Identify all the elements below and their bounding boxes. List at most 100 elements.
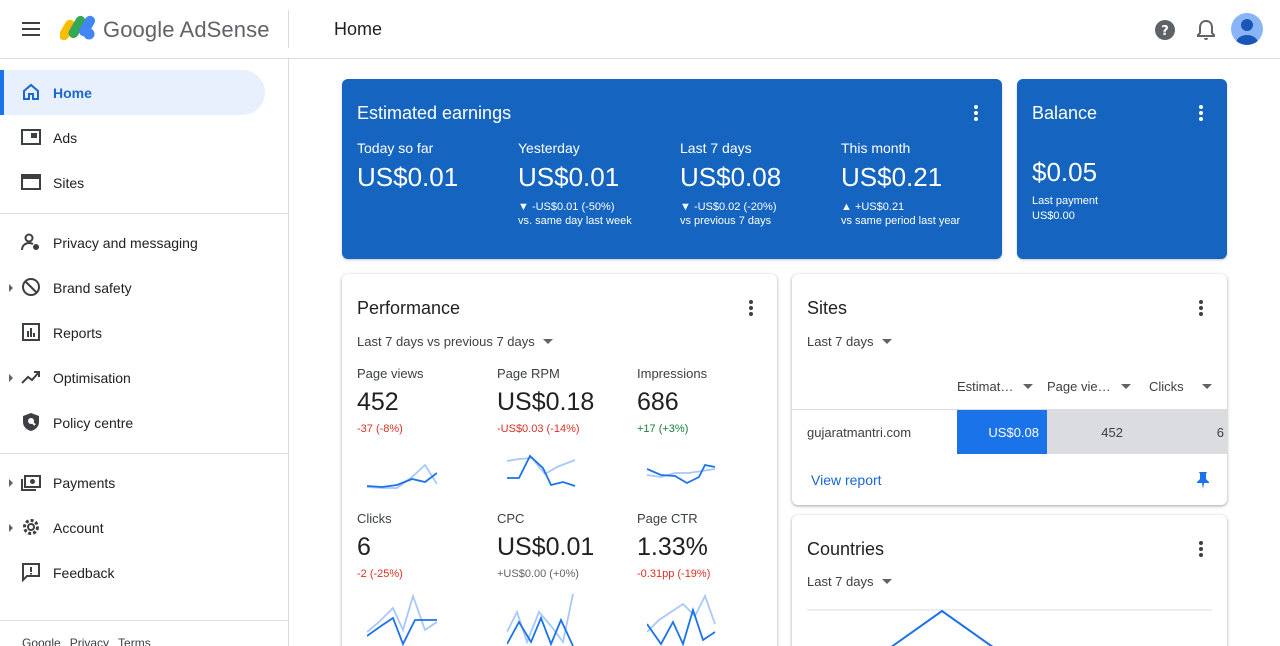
metric-label: Clicks <box>357 511 392 526</box>
more-options-icon[interactable] <box>1199 105 1203 121</box>
sidebar-item-home[interactable]: Home <box>0 70 265 115</box>
expand-caret-icon[interactable] <box>9 479 13 487</box>
earnings-label: This month <box>841 140 911 156</box>
sparkline-impressions <box>647 463 716 485</box>
sparkline-current <box>647 463 716 485</box>
metric-page-rpm[interactable]: Page RPM US$0.18 -US$0.03 (-14%) <box>497 366 627 435</box>
sidebar-item-optimisation[interactable]: Optimisation <box>0 355 265 400</box>
more-options-icon[interactable] <box>1199 541 1203 557</box>
metric-change: -US$0.03 (-14%) <box>497 423 580 435</box>
sort-arrow-icon <box>1023 384 1034 389</box>
earnings-change: ▲ +US$0.21 <box>841 201 905 213</box>
notifications-bell-icon[interactable] <box>1196 19 1216 41</box>
footer-link-google[interactable]: Google <box>22 636 61 646</box>
metric-cpc[interactable]: CPC US$0.01 +US$0.00 (+0%) <box>497 511 627 580</box>
expand-caret-icon[interactable] <box>9 374 13 382</box>
earnings-label: Yesterday <box>518 140 580 156</box>
metric-clicks[interactable]: Clicks 6 -2 (-25%) <box>357 511 487 580</box>
earnings-change: ▼ -US$0.01 (-50%) <box>518 201 615 213</box>
account-avatar[interactable] <box>1231 13 1263 45</box>
sparkline-previous <box>367 593 437 633</box>
metric-change: -0.31pp (-19%) <box>637 568 711 580</box>
date-range-dropdown[interactable]: Last 7 days vs previous 7 days <box>357 334 553 349</box>
metric-change: +US$0.00 (+0%) <box>497 568 579 580</box>
adsense-logo-icon <box>60 15 95 41</box>
sidebar-item-policy-centre[interactable]: Policy centre <box>0 400 265 445</box>
sparkline-previous <box>367 463 437 489</box>
dropdown-arrow-icon <box>881 339 892 344</box>
sidebar-item-label: Policy centre <box>53 414 134 431</box>
sparkline-clicks <box>367 593 437 646</box>
sidebar-item-reports[interactable]: Reports <box>0 310 265 355</box>
column-header-label: Page vie… <box>1047 379 1111 394</box>
countries-chart <box>807 609 1212 646</box>
metric-label: Impressions <box>637 366 708 381</box>
last-payment-value: US$0.00 <box>1032 210 1075 222</box>
block-icon <box>22 278 40 296</box>
dropdown-label: Last 7 days vs previous 7 days <box>357 334 535 349</box>
card-title: Performance <box>357 298 461 318</box>
sparkline-page-rpm <box>507 454 576 487</box>
expand-caret-icon[interactable] <box>9 524 13 532</box>
earnings-label: Last 7 days <box>680 140 752 156</box>
product-name: Google AdSense <box>103 17 270 42</box>
user-silhouette-icon <box>1236 19 1258 45</box>
privacy-icon <box>21 233 39 251</box>
earnings-compare: vs previous 7 days <box>680 215 772 227</box>
metric-change: -37 (-8%) <box>357 423 403 435</box>
expand-caret-icon[interactable] <box>9 284 13 292</box>
metric-label: Page views <box>357 366 424 381</box>
date-range-dropdown[interactable]: Last 7 days <box>807 334 892 349</box>
metric-value: 452 <box>357 388 399 416</box>
column-header-estimated-earnings[interactable]: Estimat… <box>957 379 1034 394</box>
metric-page-ctr[interactable]: Page CTR 1.33% -0.31pp (-19%) <box>637 511 767 580</box>
more-options-icon[interactable] <box>974 105 978 121</box>
sidebar-item-account[interactable]: Account <box>0 505 265 550</box>
earnings-yesterday: Yesterday US$0.01 ▼ -US$0.01 (-50%) vs. … <box>518 140 632 227</box>
sparkline-previous <box>507 593 574 645</box>
metric-value: 1.33% <box>637 533 708 561</box>
more-options-icon[interactable] <box>1199 300 1203 316</box>
sidebar-item-privacy-and-messaging[interactable]: Privacy and messaging <box>0 220 265 265</box>
balance-card: Balance $0.05 Last payment US$0.00 <box>1017 79 1227 259</box>
dropdown-arrow-icon <box>881 579 892 584</box>
column-header-label: Estimat… <box>957 379 1014 394</box>
sort-arrow-icon <box>1201 384 1212 389</box>
more-options-icon[interactable] <box>749 300 753 316</box>
table-row[interactable]: gujaratmantri.com US$0.08 452 6 <box>792 409 1227 454</box>
gear-icon <box>23 519 39 535</box>
header-divider <box>288 10 289 48</box>
feedback-icon <box>22 563 40 582</box>
metric-page-views[interactable]: Page views 452 -37 (-8%) <box>357 366 487 435</box>
sidebar-item-label: Privacy and messaging <box>53 234 198 251</box>
sidebar-divider <box>0 620 288 621</box>
hamburger-menu-icon[interactable] <box>20 18 42 40</box>
sidebar-item-sites[interactable]: Sites <box>0 160 265 205</box>
footer-link-privacy[interactable]: Privacy <box>69 636 110 646</box>
earnings-label: Today so far <box>357 140 434 156</box>
top-app-bar: Google AdSense Home ? <box>0 0 1280 59</box>
metric-change: +17 (+3%) <box>637 423 689 435</box>
pin-icon[interactable] <box>1195 471 1211 489</box>
help-icon[interactable]: ? <box>1154 19 1176 41</box>
sidebar-footer-links: Google Privacy Terms <box>22 636 151 646</box>
metric-label: Page RPM <box>497 366 560 381</box>
column-header-page-views[interactable]: Page vie… <box>1047 379 1131 394</box>
footer-link-terms[interactable]: Terms <box>118 636 151 646</box>
sidebar-item-ads[interactable]: Ads <box>0 115 265 160</box>
date-range-dropdown[interactable]: Last 7 days <box>807 574 892 589</box>
view-report-link[interactable]: View report <box>811 472 882 488</box>
metric-label: CPC <box>497 511 525 526</box>
earnings-value: US$0.01 <box>518 162 620 192</box>
column-header-clicks[interactable]: Clicks <box>1149 379 1212 394</box>
metric-impressions[interactable]: Impressions 686 +17 (+3%) <box>637 366 767 435</box>
sidebar-item-label: Payments <box>53 474 116 491</box>
dropdown-label: Last 7 days <box>807 574 874 589</box>
trending-up-icon <box>21 371 40 384</box>
sidebar-item-label: Brand safety <box>53 279 132 296</box>
site-name: gujaratmantri.com <box>807 425 912 440</box>
sidebar-item-brand-safety[interactable]: Brand safety <box>0 265 265 310</box>
sparkline-page-ctr <box>647 593 716 646</box>
sidebar-item-payments[interactable]: Payments <box>0 460 265 505</box>
sidebar-item-feedback[interactable]: Feedback <box>0 550 265 595</box>
